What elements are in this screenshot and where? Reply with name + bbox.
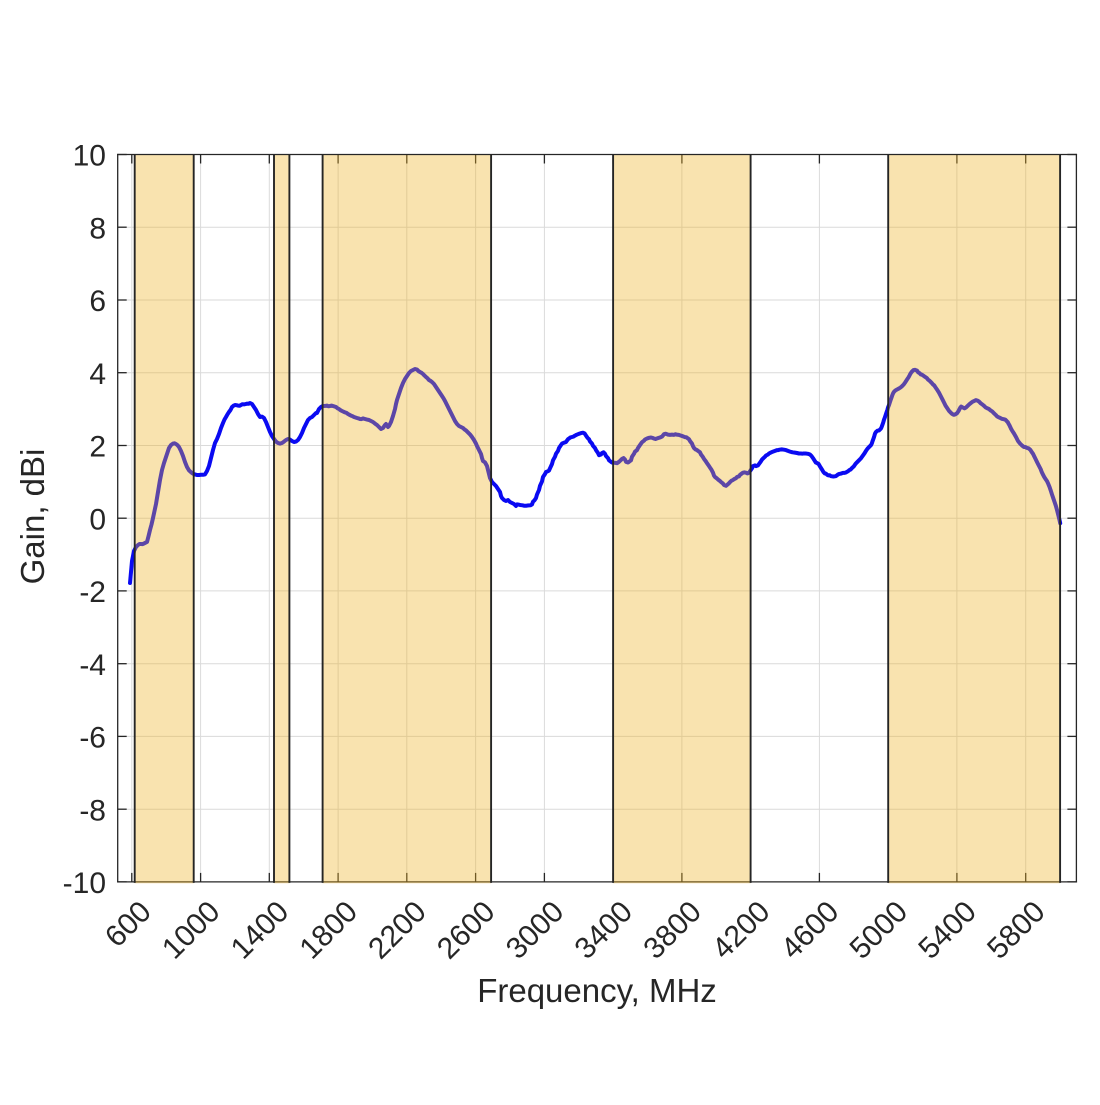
svg-text:Gain, dBi: Gain, dBi (14, 449, 51, 585)
svg-text:-4: -4 (79, 649, 106, 682)
svg-text:2: 2 (89, 431, 106, 464)
svg-text:-2: -2 (79, 576, 106, 609)
svg-text:-10: -10 (63, 867, 106, 900)
svg-text:4: 4 (89, 358, 106, 391)
svg-text:-6: -6 (79, 722, 106, 755)
svg-text:8: 8 (89, 212, 106, 245)
svg-text:-8: -8 (79, 794, 106, 827)
svg-text:Frequency, MHz: Frequency, MHz (477, 972, 717, 1009)
svg-text:0: 0 (89, 503, 106, 536)
svg-text:6: 6 (89, 285, 106, 318)
svg-text:10: 10 (73, 140, 106, 173)
